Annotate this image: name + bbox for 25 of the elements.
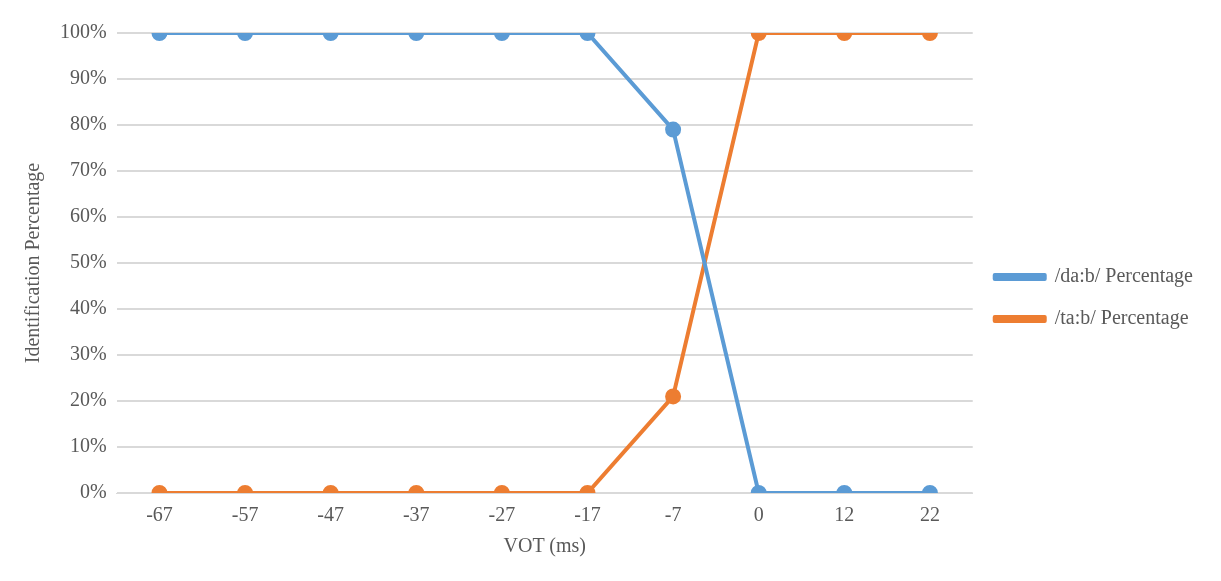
- y-tick-label: 30%: [69, 342, 107, 365]
- x-tick-label: -7: [664, 503, 682, 526]
- y-tick-label: 90%: [69, 66, 107, 89]
- x-tick-label: -47: [317, 503, 345, 526]
- x-tick-label: -17: [574, 503, 601, 526]
- legend-label: /ta:b/ Percentage: [1054, 306, 1189, 330]
- legend-label: /da:b/ Percentage: [1054, 264, 1194, 288]
- x-tick-label: -67: [146, 503, 173, 526]
- y-axis-title: Identification Percentage: [21, 162, 45, 364]
- y-tick-label: 100%: [59, 20, 107, 43]
- y-tick-label: 80%: [69, 112, 107, 135]
- x-tick-label: -27: [488, 503, 516, 526]
- x-tick-label: -37: [402, 503, 430, 526]
- y-tick-label: 20%: [69, 388, 107, 411]
- x-tick-label: 0: [753, 503, 764, 526]
- y-tick-label: 70%: [69, 158, 107, 181]
- x-tick-label: 12: [834, 503, 855, 526]
- y-tick-label: 0%: [79, 480, 107, 503]
- y-tick-label: 60%: [69, 204, 107, 227]
- x-tick-label: 22: [919, 503, 940, 526]
- y-tick-label: 50%: [69, 250, 107, 273]
- y-tick-label: 40%: [69, 296, 107, 319]
- y-tick-label: 10%: [69, 434, 107, 457]
- x-axis-title: VOT (ms): [503, 534, 586, 558]
- x-tick-label: -57: [231, 503, 259, 526]
